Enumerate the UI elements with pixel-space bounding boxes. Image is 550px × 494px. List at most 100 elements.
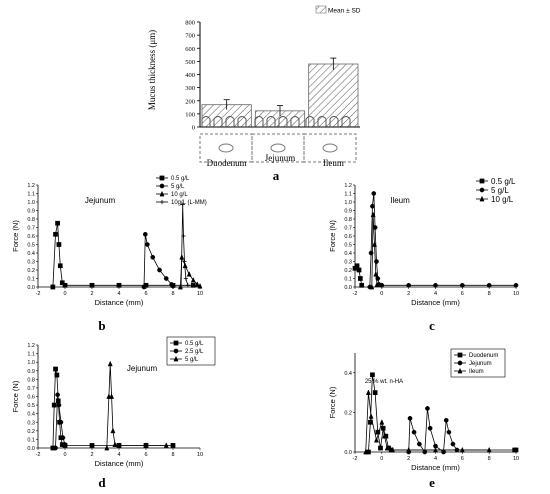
villi-sketch [201, 116, 351, 127]
panel-e-legend-marker [457, 352, 463, 358]
panel-a-yticks: 0 100 200 300 400 500 600 700 800 [185, 20, 200, 132]
panel-e-series-line [368, 374, 516, 453]
panel-e-ytick-label: 0.4 [344, 371, 352, 377]
panel-e-data-point [425, 406, 430, 411]
panel-c-legend-label: 10 g/L [491, 195, 514, 204]
panel-b-ytick-label: 0.0 [27, 285, 35, 291]
panel-a-category-label: Ileum [323, 158, 344, 168]
panel-c-xtick-label: 0 [380, 291, 383, 297]
panel-d-data-point [163, 442, 169, 448]
panel-d-data-point [62, 442, 68, 447]
panel-c-ytick-label: 1.0 [344, 200, 352, 206]
panel-e-data-point [368, 413, 374, 419]
panel-b-legend-label: 10 g/L [171, 192, 188, 198]
panel-a-legend-label: Mean ± SD [328, 8, 361, 15]
panel-c-data-point [370, 203, 375, 209]
panel-d-data-point [143, 442, 149, 448]
panel-d-ytick-label: 0.3 [27, 420, 35, 426]
panel-b-data-point [179, 284, 184, 290]
panel-c-ytick-label: 0.6 [344, 234, 352, 240]
panel-c-ytick-label: 0.7 [344, 226, 352, 232]
panel-e-data-point [486, 446, 492, 453]
panel-b-series [141, 231, 176, 290]
panel-b-ytick-label: 0.8 [27, 217, 35, 223]
panel-d-series [104, 360, 169, 451]
panel-e-data-point [441, 449, 446, 455]
panel-b-data-point [62, 282, 68, 288]
panel-c-ytick-label: 1.1 [344, 192, 352, 198]
tissue-sketch [199, 133, 357, 163]
panel-c-xtick-label: 2 [407, 291, 410, 297]
panel-c-series [369, 211, 380, 290]
panel-e-xtick-label: 6 [461, 456, 464, 462]
panel-e-data-point [459, 446, 465, 453]
panel-d-ylabel: Force (N) [11, 380, 20, 412]
panel-b-ytick-label: 0.4 [27, 251, 35, 257]
panel-b-xtick-label: 4 [117, 291, 120, 297]
panel-e-legend: Duodenum Jejunum Ileum [450, 348, 506, 378]
panel-d-ytick-label: 0.5 [27, 403, 35, 409]
panel-a-bar [308, 63, 359, 128]
panel-e-data-point [373, 436, 379, 443]
panel-d-ytick-label: 0.8 [27, 377, 35, 383]
panel-b-legend-label: 5 g/L [171, 184, 185, 190]
panel-c-legend: 0.5 g/L5 g/L10 g/L [476, 177, 516, 204]
panel-b-legend-marker [159, 183, 165, 189]
panel-d-data-point [56, 402, 62, 408]
panel-a-ytick-label: 800 [185, 20, 195, 27]
panel-d-series [53, 392, 68, 451]
panel-e-data-point [365, 389, 371, 395]
panel-a-ytick-label: 0 [192, 125, 195, 132]
panel-b-series-line [52, 223, 194, 288]
panel-b-data-point [89, 282, 95, 288]
panel-c-series-line [369, 193, 516, 288]
panel-c-ytick-label: 0.8 [344, 217, 352, 223]
panel-b-data-point [55, 220, 60, 226]
panel-d-data-point [53, 445, 58, 451]
panel-b-xtick-label: 6 [144, 291, 147, 297]
panel-b: 0.0 0.1 0.2 0.3 0.4 0.5 0.6 0.7 0.8 0.9 1.0 1.1 1.2 -… [11, 175, 207, 307]
panel-d-data-point [89, 443, 95, 448]
panel-e-data-point [363, 448, 369, 455]
panel-c-data-point [513, 282, 519, 288]
panel-c-xtick-label: 6 [461, 291, 464, 297]
panel-e-legend-label: Jejunum [469, 361, 492, 367]
panel-b-ytick-label: 0.3 [27, 260, 35, 266]
panel-c-data-point [371, 241, 377, 247]
panel-e-label: e [429, 475, 435, 490]
panel-d: 0.0 0.1 0.2 0.3 0.4 0.5 0.6 0.7 0.8 0.9 1.0 1.1 1.2 -… [11, 336, 216, 468]
panel-e-series [406, 406, 460, 455]
panel-b-ytick-label: 0.9 [27, 209, 35, 215]
panel-d-data-point [170, 443, 176, 448]
panel-a-legend: Mean ± SD [315, 5, 361, 15]
panel-b-xlabel: Distance (mm) [95, 298, 144, 307]
panel-d-xtick-label: 4 [117, 452, 120, 458]
panel-b-ytick-label: 1.2 [27, 183, 35, 189]
panel-e-data-point [372, 390, 378, 395]
panel-d-legend-marker [173, 340, 179, 346]
panel-b-legend-marker [159, 175, 165, 181]
panel-d-ytick-label: 0.6 [27, 395, 35, 401]
panel-d-title: Jejunum [127, 364, 158, 373]
panel-b-data-point [150, 254, 156, 260]
panel-b-data-point [194, 281, 200, 287]
panel-c-data-point [354, 263, 360, 269]
panel-b-data-point [183, 276, 188, 281]
panel-b-data-point [190, 276, 196, 283]
panel-b-data-point [142, 231, 148, 237]
panel-c-data-point [486, 282, 492, 288]
panel-e-data-point [382, 432, 388, 439]
panel-e-data-point [407, 415, 413, 421]
panel-e-xtick-label: 8 [488, 456, 491, 462]
panel-b-data-point [141, 284, 147, 290]
panel-b-xtick-label: 2 [90, 291, 93, 297]
panel-c-xtick-label: 4 [434, 291, 437, 297]
panel-d-ytick-label: 0.4 [27, 412, 35, 418]
panel-d-xtick-label: 8 [171, 452, 174, 458]
panel-d-ytick-label: 0.9 [27, 369, 35, 375]
panel-e-legend-marker [457, 367, 463, 374]
panel-c-data-point [374, 281, 380, 287]
panel-b-data-point [197, 282, 203, 289]
panel-c-xtick-label: 8 [488, 291, 491, 297]
panel-e-xtick-label: 2 [407, 456, 410, 462]
